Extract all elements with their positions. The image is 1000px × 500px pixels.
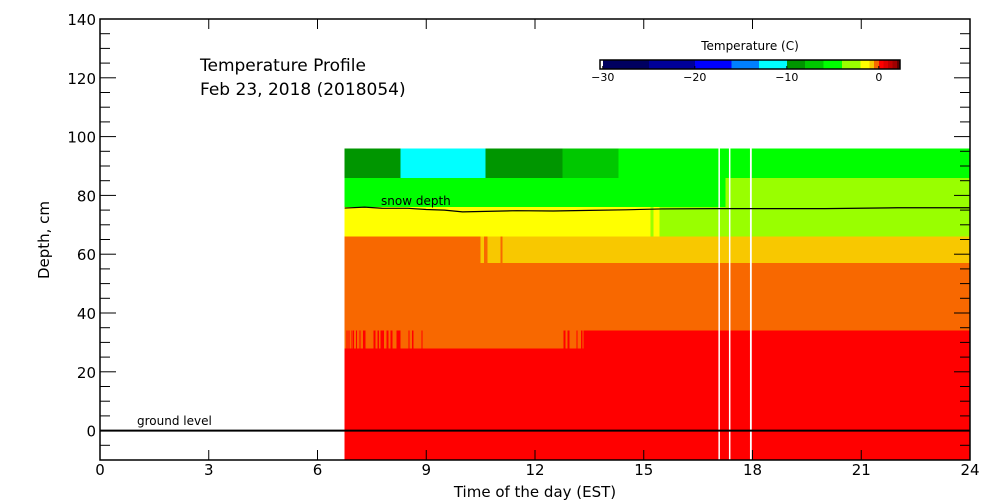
heatmap-cell [344,177,726,208]
heatmap-cell [483,236,488,264]
heatmap-cell [411,330,414,349]
colorbar-title: Temperature (C) [700,39,799,53]
heatmap-cell [576,330,578,349]
colorbar-swatch [869,60,875,69]
heatmap-cell [562,148,619,178]
heatmap-cell [485,148,563,178]
colorbar-swatch [883,60,889,69]
x-tick-label: 3 [204,461,214,479]
colorbar-frame [599,59,901,70]
heatmap-cell [583,330,970,349]
missing-data-gaps [718,148,752,461]
x-tick-label: 15 [634,461,653,479]
heatmap-cell [362,330,366,349]
colorbar-swatch [842,60,861,69]
heatmap-cell [348,330,350,349]
y-tick-label: 40 [77,305,96,323]
heatmap-cell [380,330,384,349]
heatmap-cell [390,330,393,349]
y-tick-label: 20 [77,364,96,382]
colorbar-swatch [731,60,760,69]
colorbar-tick-label: −10 [775,71,798,84]
colorbar-swatch [759,60,787,69]
y-tick-label: 100 [67,129,96,147]
colorbar-swatch [874,60,879,69]
heatmap-cell [344,148,401,178]
heatmap-cell [344,348,970,460]
colorbar-swatch [897,60,900,69]
y-tick-label: 80 [77,187,96,205]
heatmap-cell [344,263,970,331]
colorbar-swatch [892,60,898,69]
y-tick-label: 140 [67,11,96,29]
missing-data-gap [749,148,752,461]
x-tick-label: 9 [421,461,431,479]
heatmap-cell [344,207,651,237]
heatmap-cell [396,330,401,349]
x-tick-label: 0 [95,461,105,479]
colorbar-tick-label: 0 [875,71,882,84]
heatmap-cell [346,330,348,349]
colorbar-swatch [860,60,870,69]
heatmap-cell [725,177,970,208]
y-tick-label: 0 [86,423,96,441]
colorbar-swatch [602,60,649,69]
heatmap-cell [400,148,486,178]
heatmap-cell [352,330,354,349]
x-tick-label: 24 [960,461,979,479]
y-tick-label: 120 [67,70,96,88]
missing-data-gap [718,148,720,461]
heatmap-cells [344,148,970,460]
colorbar-swatch [823,60,843,69]
x-tick-label: 12 [525,461,544,479]
heatmap-cell [567,330,570,349]
colorbar-swatch [786,60,806,69]
x-tick-label: 18 [743,461,762,479]
colorbar-swatch [648,60,695,69]
colorbar-tick-label: −30 [591,71,614,84]
heatmap-cell [502,236,970,264]
x-tick-label: 21 [852,461,871,479]
heatmap-cell [408,330,410,349]
axis-ticks: 0 3 6 9 12 15 18 21 24 0 20 40 60 80 100 120 140 [67,11,979,479]
chart-title: Temperature Profile [199,56,366,76]
heatmap-cell [618,148,970,178]
heatmap-cell [377,330,379,349]
heatmap-cell [480,236,484,264]
ground-level-label: ground level [137,414,212,428]
heatmap-cell [350,330,352,349]
heatmap-cell [373,330,376,349]
y-axis-label: Depth, cm [35,201,53,279]
heatmap-cell [487,236,501,264]
missing-data-gap [728,148,731,461]
snow-depth-line [344,206,970,213]
heatmap-cell [355,330,358,349]
heatmap-cell [344,236,481,264]
heatmap-cell [650,207,654,237]
heatmap-cell [581,330,583,349]
heatmap-cell [386,330,389,349]
heatmap-cell [563,330,566,349]
colorbar: −30 −20 −10 0 [591,59,901,84]
colorbar-tick-label: −20 [683,71,706,84]
snow-depth-label: snow depth [381,194,451,208]
colorbar-swatch [878,60,884,69]
heatmap-cell [500,236,503,264]
heatmap-cell [421,330,423,349]
heatmap-cell [653,207,660,237]
colorbar-swatch [694,60,732,69]
chart-subtitle: Feb 23, 2018 (2018054) [200,80,406,100]
x-tick-label: 6 [313,461,323,479]
y-tick-label: 60 [77,246,96,264]
colorbar-swatch [888,60,893,69]
colorbar-swatch [805,60,824,69]
heatmap-cell [359,330,361,349]
heatmap-cell [659,207,970,237]
x-axis-label: Time of the day (EST) [453,483,616,500]
